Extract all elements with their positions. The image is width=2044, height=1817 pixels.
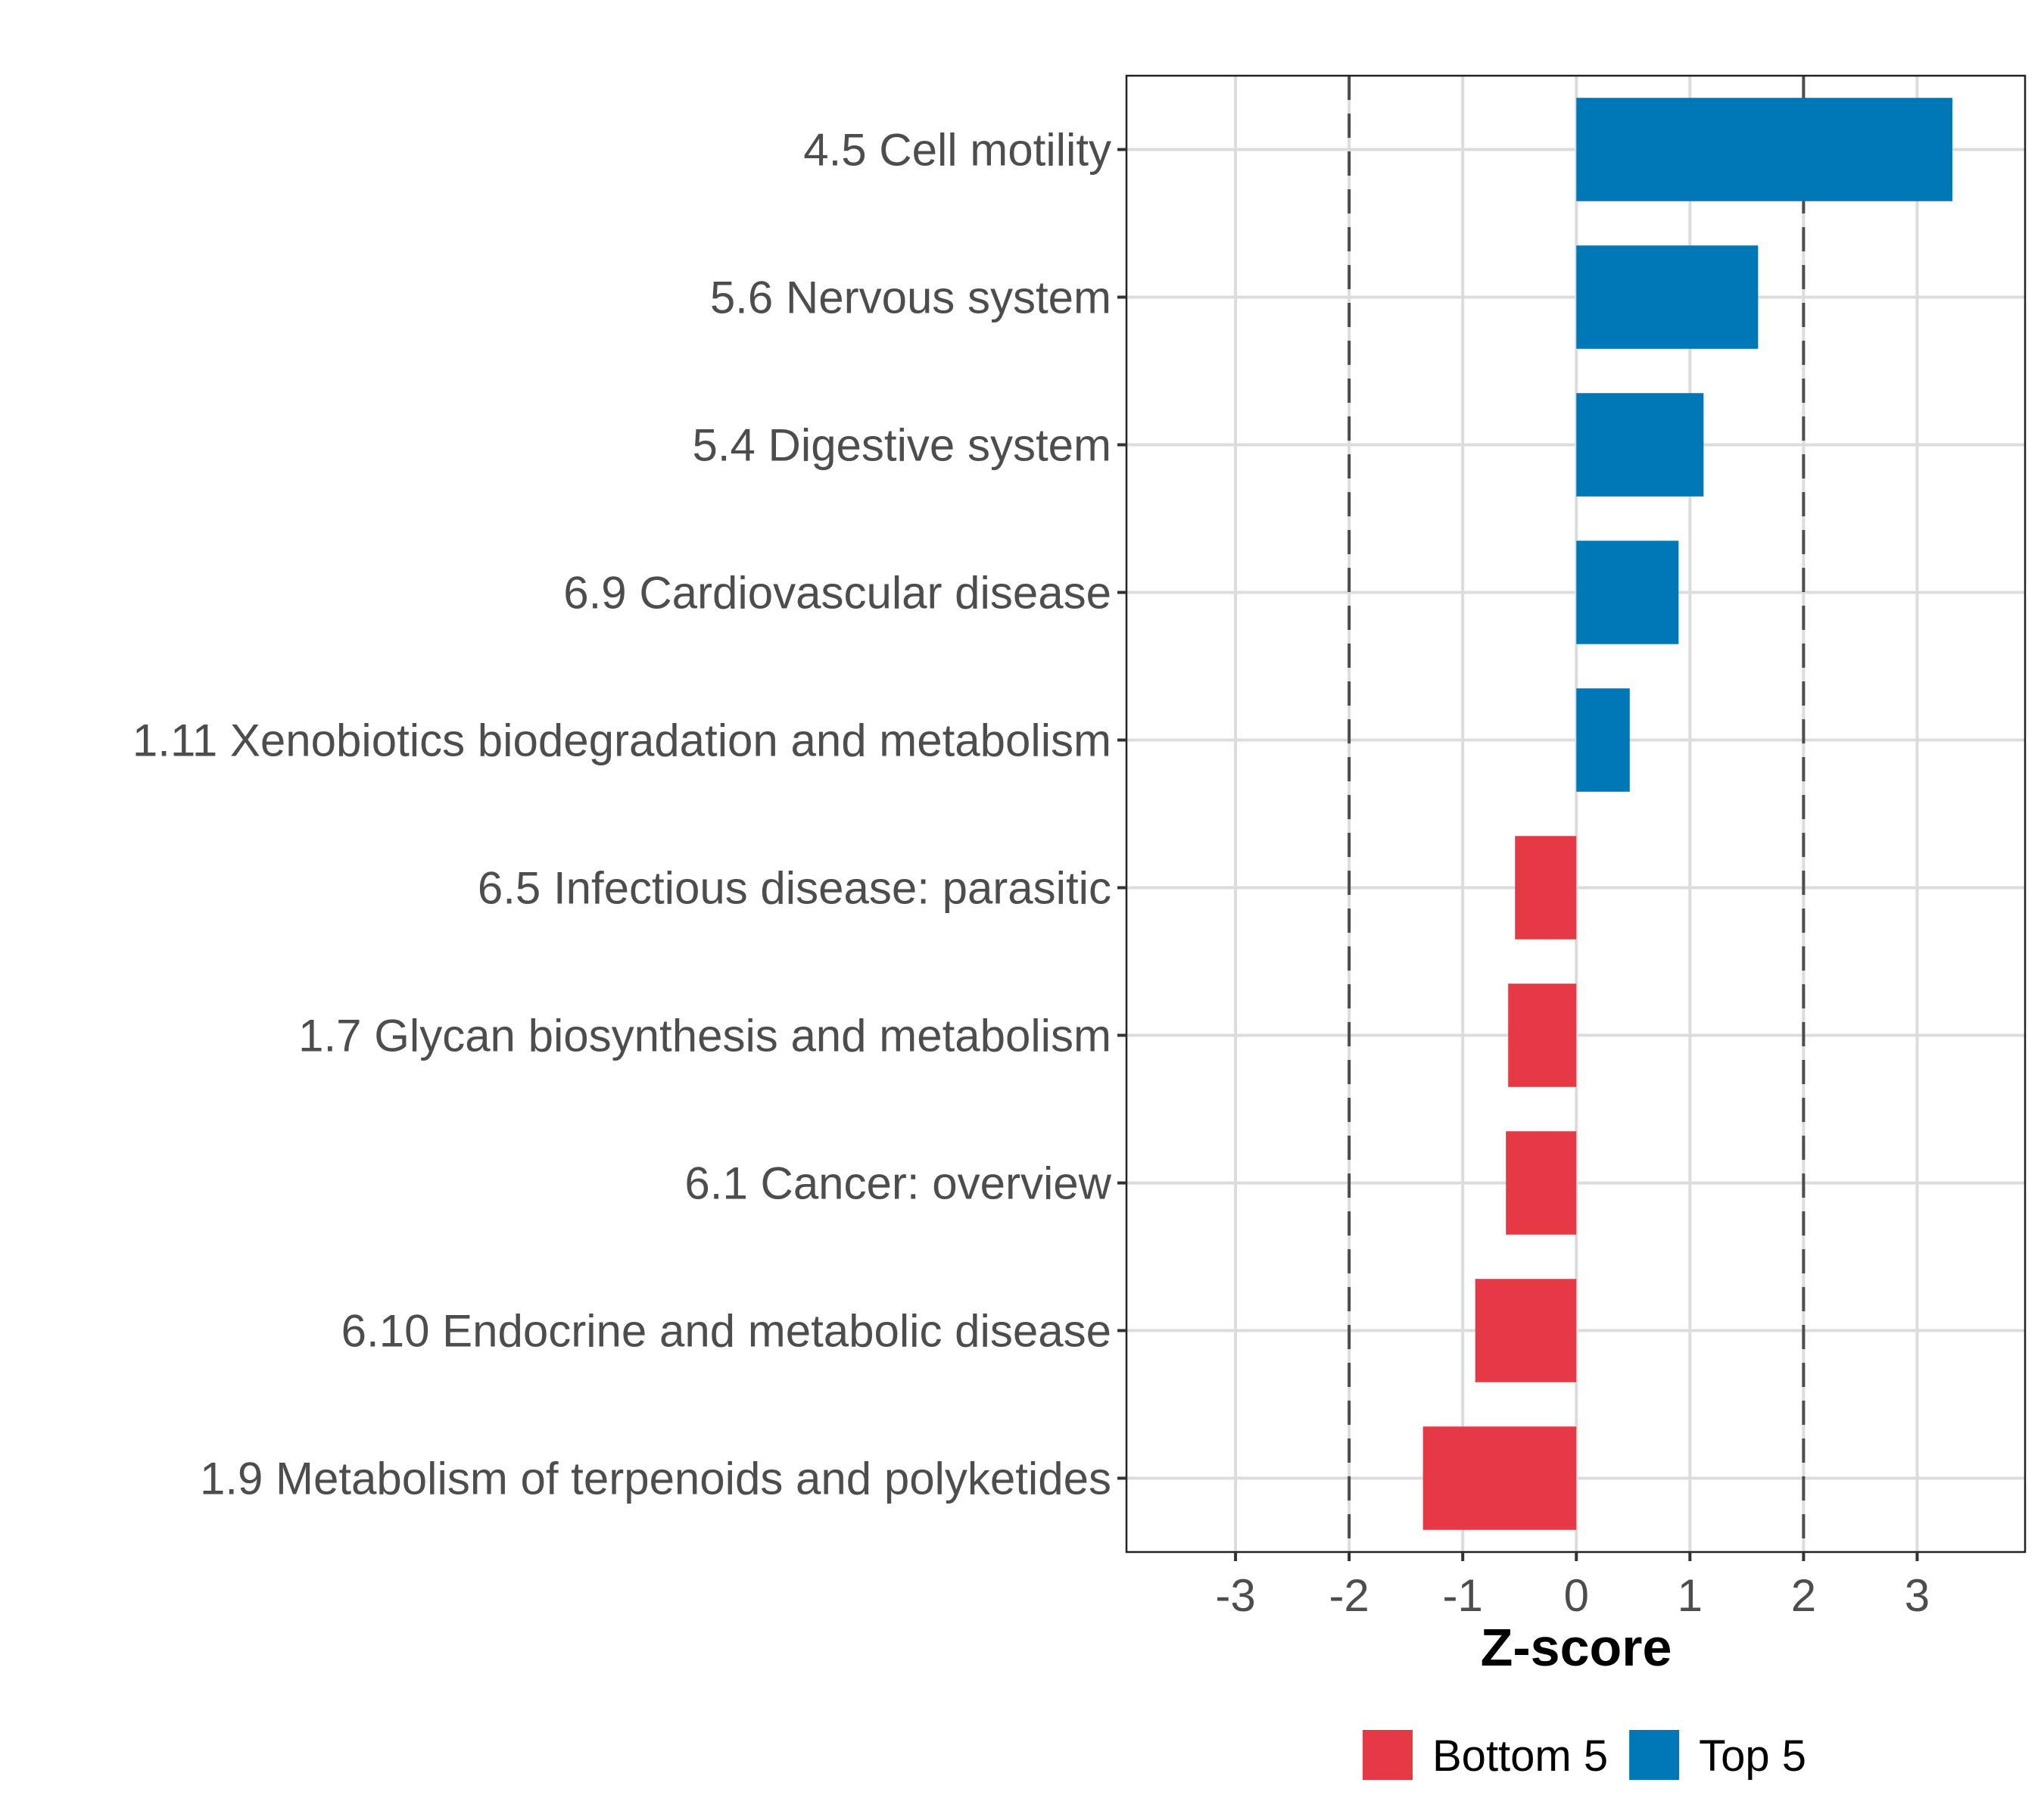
bar: [1422, 1426, 1577, 1530]
legend-label: Bottom 5: [1432, 1731, 1608, 1781]
bar: [1506, 1131, 1577, 1235]
y-axis: 4.5 Cell motility 5.6 Nervous system 5.4 D…: [132, 125, 1126, 1504]
legend: Bottom 5 Top 5: [1363, 1730, 1806, 1781]
legend-key: [1363, 1730, 1413, 1780]
reference-lines: [1348, 76, 1806, 1552]
x-axis-title: Z-score: [1481, 1618, 1672, 1677]
x-tick-label: -1: [1443, 1570, 1483, 1621]
x-tick-label: 3: [1905, 1570, 1930, 1621]
bar: [1576, 541, 1679, 644]
y-tick-label: 6.10 Endocrine and metabolic disease: [341, 1306, 1111, 1357]
y-tick-label: 4.5 Cell motility: [803, 125, 1111, 176]
x-tick-label: -2: [1329, 1570, 1369, 1621]
legend-key: [1629, 1730, 1680, 1780]
bar: [1508, 983, 1577, 1087]
legend-label: Top 5: [1699, 1731, 1806, 1781]
y-tick-label: 5.6 Nervous system: [710, 273, 1111, 323]
x-tick-label: 2: [1791, 1570, 1816, 1621]
y-tick-label: 1.9 Metabolism of terpenoids and polyket…: [200, 1454, 1111, 1504]
bar: [1576, 688, 1630, 792]
y-tick-label: 6.9 Cardiovascular disease: [563, 568, 1111, 619]
x-tick-label: 0: [1564, 1570, 1589, 1621]
x-axis: -3 -2 -1 0 1 2 3: [1215, 1552, 1930, 1621]
x-tick-label: -3: [1215, 1570, 1255, 1621]
y-tick-label: 1.7 Glycan biosynthesis and metabolism: [298, 1011, 1111, 1061]
bar: [1576, 245, 1759, 349]
y-tick-label: 6.5 Infectious disease: parasitic: [478, 863, 1111, 914]
bar: [1576, 98, 1952, 201]
y-tick-label: 6.1 Cancer: overview: [684, 1158, 1111, 1209]
bars: [1422, 98, 1952, 1530]
x-tick-label: 1: [1678, 1570, 1703, 1621]
bar: [1576, 393, 1704, 497]
bar: [1515, 836, 1577, 940]
bar: [1475, 1279, 1577, 1382]
y-tick-label: 1.11 Xenobiotics biodegradation and meta…: [132, 715, 1111, 766]
y-tick-label: 5.4 Digestive system: [692, 420, 1111, 471]
